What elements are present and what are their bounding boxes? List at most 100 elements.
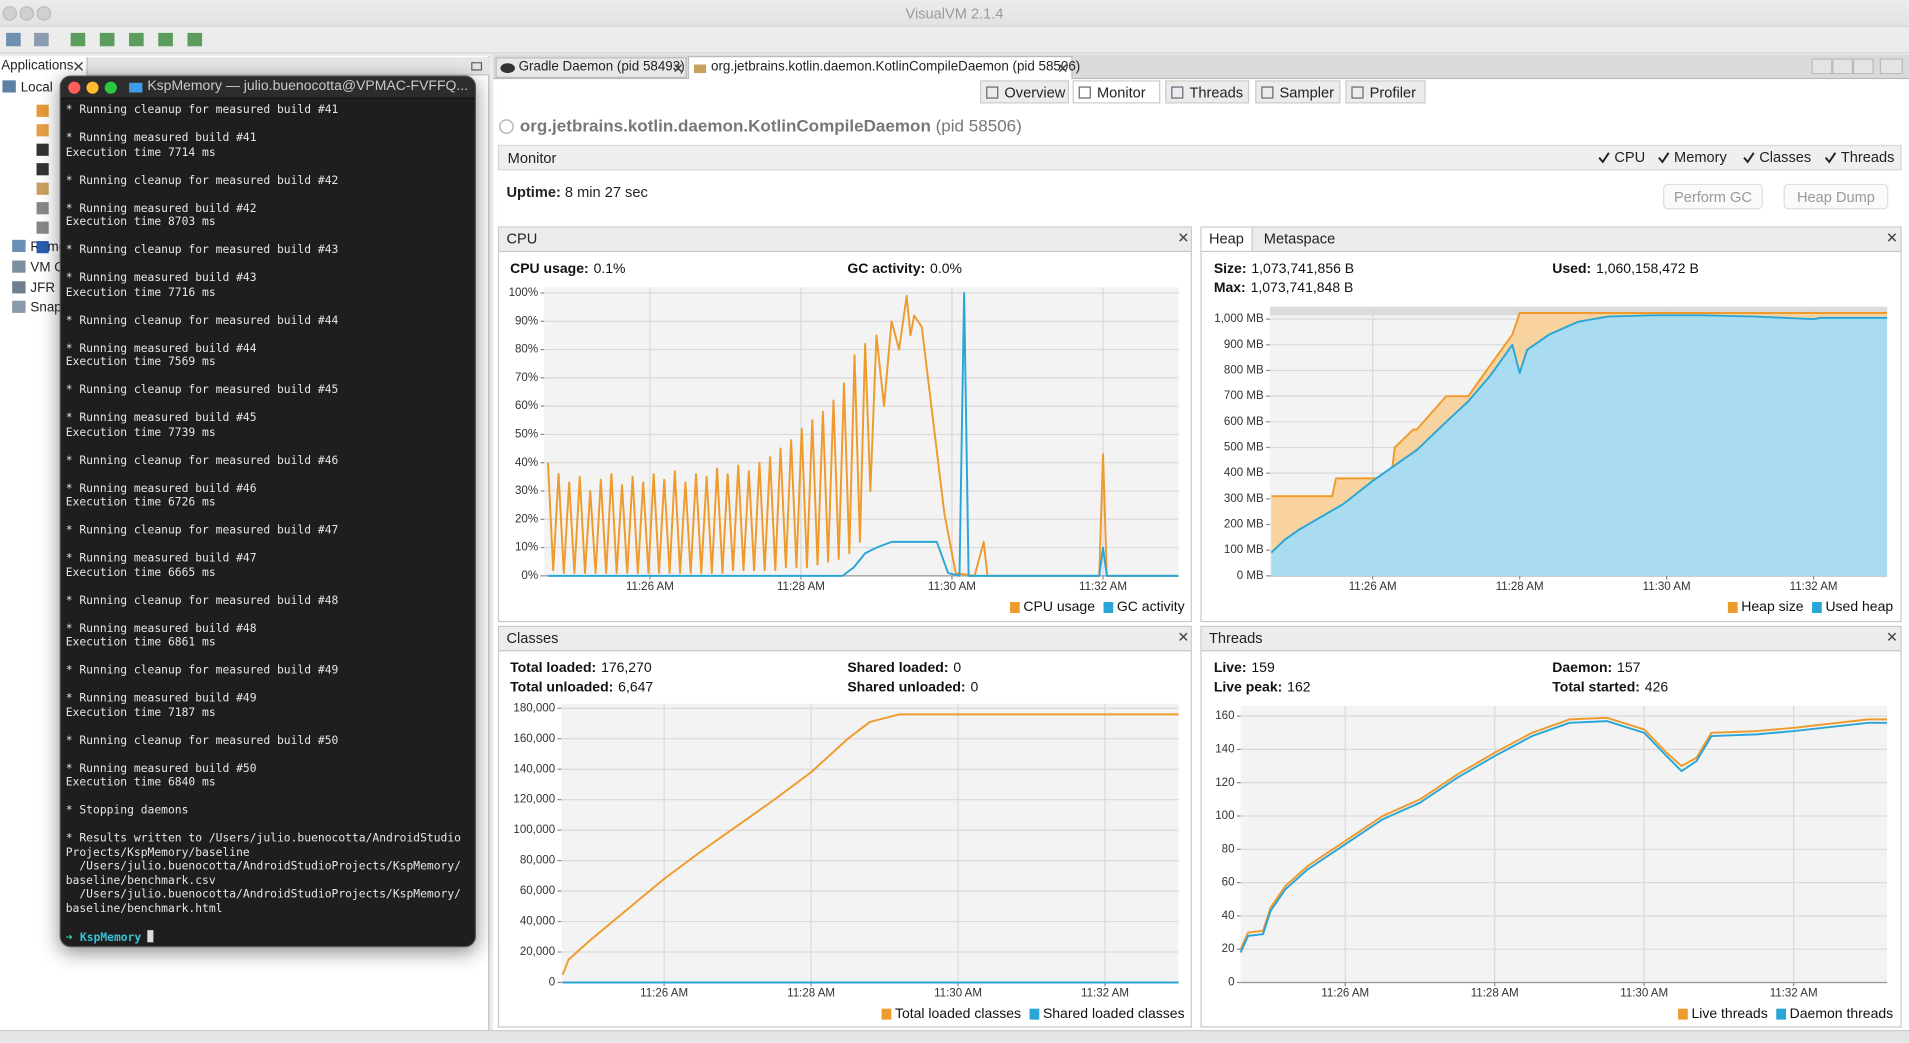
y-tick-label: 0% xyxy=(521,570,538,582)
y-tick-label: 20 xyxy=(1222,943,1235,955)
view-tab[interactable]: Profiler xyxy=(1345,80,1426,104)
tab-label: Gradle Daemon (pid 58493) xyxy=(518,59,685,75)
legend-label: Shared loaded classes xyxy=(1043,1005,1185,1021)
view-tab[interactable]: Monitor xyxy=(1072,80,1161,104)
x-tick-label: 11:30 AM xyxy=(1620,988,1668,1000)
legend-label: Heap size xyxy=(1741,598,1803,614)
minimize-icon[interactable] xyxy=(471,62,483,71)
stat-value: 159 xyxy=(1251,659,1275,675)
tree-icon xyxy=(12,300,26,313)
output-line: Execution time 7569 ms xyxy=(65,355,216,369)
document-tabs: Gradle Daemon (pid 58493) org.jetbrains.… xyxy=(493,54,1909,80)
view-tab[interactable]: Overview xyxy=(980,80,1069,104)
y-tick-label: 50% xyxy=(515,428,538,440)
stat-value: 0 xyxy=(970,679,978,695)
tree-icon xyxy=(2,80,16,93)
heap-dump-button[interactable]: Heap Dump xyxy=(1783,183,1889,210)
output-block: * Running measured build #46 Execution ti… xyxy=(66,482,475,510)
window-title: VisualVM 2.1.4 xyxy=(905,4,1004,22)
panel-close-icons[interactable] xyxy=(1179,233,1897,641)
tree-child-icon xyxy=(36,104,49,117)
output-line: * Running measured build #43 xyxy=(65,271,257,285)
perform-gc-button[interactable]: Perform GC xyxy=(1663,183,1763,210)
y-tick-label: 100,000 xyxy=(513,824,555,836)
terminal-window[interactable]: KspMemory — julio.buenocotta@VPMAC-FVFFQ… xyxy=(59,75,477,948)
output-line: * Running cleanup for measured build #45 xyxy=(65,383,339,397)
stat-value: 162 xyxy=(1287,679,1311,695)
output-block: * Running measured build #48 Execution ti… xyxy=(66,622,475,650)
y-tick-label: 40 xyxy=(1222,910,1235,922)
applications-tab[interactable]: Applications xyxy=(0,57,88,76)
y-tick-label: 60 xyxy=(1222,877,1235,889)
series-line xyxy=(1270,314,1888,554)
output-block: * Running cleanup for measured build #50 xyxy=(66,734,475,748)
document-tab-active[interactable]: org.jetbrains.kotlin.daemon.KotlinCompil… xyxy=(687,56,1080,80)
y-tick-label: 400 MB xyxy=(1224,467,1264,479)
output-block: * Running measured build #49 Execution ti… xyxy=(66,692,475,720)
output-line: * Running measured build #44 xyxy=(65,341,257,355)
document-tab[interactable]: Gradle Daemon (pid 58493) xyxy=(495,57,687,78)
close-icon[interactable] xyxy=(674,64,682,72)
output-block: * Running cleanup for measured build #48 xyxy=(66,594,475,608)
output-block: * Running measured build #47 Execution ti… xyxy=(66,552,475,580)
prompt-symbol: ➜ xyxy=(65,930,73,945)
y-tick-label: 60% xyxy=(515,400,538,412)
close-icon[interactable] xyxy=(1059,64,1067,72)
view-tab-label: Overview xyxy=(1004,84,1066,102)
output-line: * Running cleanup for measured build #46 xyxy=(65,453,339,467)
monitor-checkbox[interactable]: Memory xyxy=(1657,149,1727,166)
y-tick-label: 100% xyxy=(509,287,539,299)
stat-label: Live: xyxy=(1214,659,1247,675)
status-bar xyxy=(0,1029,1909,1043)
y-tick-label: 30% xyxy=(515,485,538,497)
prompt: ➜ KspMemory xyxy=(65,929,475,945)
checkbox-label: Memory xyxy=(1674,148,1727,166)
heap-tab[interactable]: Heap xyxy=(1201,227,1253,251)
output-line: * Running measured build #41 xyxy=(65,131,257,145)
monitor-checkbox[interactable]: Classes xyxy=(1742,149,1811,166)
stat-value: 157 xyxy=(1617,659,1641,675)
tree-item[interactable]: Local xyxy=(2,78,53,97)
output-line: * Running measured build #49 xyxy=(65,691,257,705)
terminal-output: * Running cleanup for measured build #41… xyxy=(66,103,475,944)
series-line xyxy=(1239,720,1888,953)
tree-icon xyxy=(12,281,26,294)
monitor-checkbox[interactable]: Threads xyxy=(1824,148,1895,166)
y-tick-label: 10% xyxy=(515,542,538,554)
y-tick-label: 160 xyxy=(1215,710,1234,722)
traffic-lights xyxy=(2,6,52,21)
view-tab-icon xyxy=(986,86,999,99)
monitor-bar: Monitor xyxy=(497,144,1902,171)
y-tick-label: 200 MB xyxy=(1224,519,1264,531)
output-block: * Stopping daemons xyxy=(66,804,475,818)
x-tick-label: 11:26 AM xyxy=(626,581,674,593)
stat-label: Total started: xyxy=(1552,679,1640,695)
output-line: baseline/benchmark.html xyxy=(65,901,223,915)
tree-child-icon xyxy=(36,163,49,176)
app-header: org.jetbrains.kotlin.daemon.KotlinCompil… xyxy=(520,116,1022,135)
tab-icon xyxy=(500,63,515,74)
view-tab[interactable]: Threads xyxy=(1165,80,1250,104)
metaspace-tab[interactable]: Metaspace xyxy=(1263,230,1336,248)
tree-child-icon xyxy=(36,221,49,234)
toolbar-icons[interactable] xyxy=(0,27,219,54)
view-tab-label: Sampler xyxy=(1279,84,1334,102)
traffic-lights[interactable] xyxy=(66,79,127,96)
monitor-checkbox[interactable]: CPU xyxy=(1597,149,1645,166)
y-tick-label: 900 MB xyxy=(1224,339,1264,351)
tab-navigation[interactable] xyxy=(1811,58,1907,75)
series-line xyxy=(547,291,1179,577)
x-tick-label: 11:30 AM xyxy=(928,581,976,593)
y-tick-label: 700 MB xyxy=(1224,390,1264,402)
folder-icon xyxy=(129,82,143,93)
view-tab[interactable]: Sampler xyxy=(1255,80,1341,104)
output-block: * Running measured build #41 Execution ti… xyxy=(66,131,475,159)
checkbox-label: Threads xyxy=(1840,148,1895,166)
y-tick-label: 40,000 xyxy=(520,916,555,928)
output-block: * Running measured build #43 Execution ti… xyxy=(66,271,475,299)
y-tick-label: 40% xyxy=(515,457,538,469)
x-tick-label: 11:26 AM xyxy=(1349,581,1397,593)
close-icon[interactable] xyxy=(74,62,83,71)
